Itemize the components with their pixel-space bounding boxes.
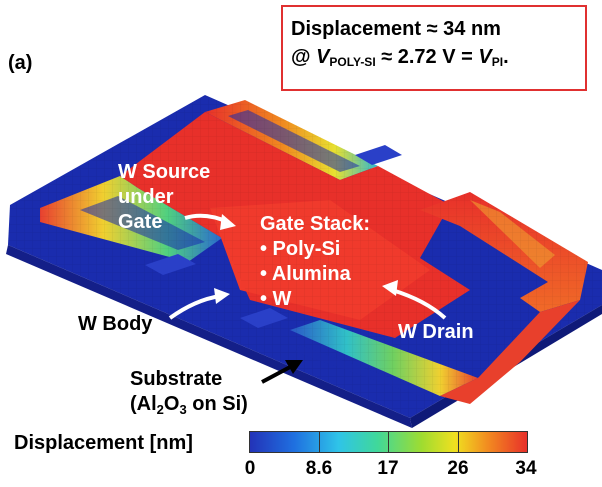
label-w-source: W Source under Gate bbox=[118, 161, 211, 233]
label-substrate: Substrate (Al2O3 on Si) bbox=[130, 368, 248, 417]
info-line-1: Displacement ≈ 34 nm bbox=[291, 18, 501, 40]
arrow-substrate bbox=[261, 364, 293, 384]
colorbar-tick-label: 17 bbox=[377, 458, 399, 479]
gate-stack bbox=[120, 112, 470, 338]
electrode-arm-right bbox=[420, 192, 588, 312]
displacement-info-box: Displacement ≈ 34 nm @ VPOLY-SI ≈ 2.72 V… bbox=[281, 5, 587, 91]
colorbar bbox=[249, 431, 528, 453]
colorbar-tick-label: 8.6 bbox=[305, 458, 333, 479]
panel-label: (a) bbox=[8, 52, 33, 74]
info-line-2: @ VPOLY-SI ≈ 2.72 V = VPI. bbox=[291, 46, 509, 69]
contact-pad bbox=[240, 308, 288, 328]
colorbar-tick-label: 26 bbox=[447, 458, 469, 479]
arrow-head bbox=[285, 360, 303, 374]
label-w-drain: W Drain bbox=[398, 321, 474, 343]
contact-pad bbox=[145, 254, 196, 275]
contact-pad bbox=[355, 145, 402, 165]
colorbar-tick-label: 0 bbox=[244, 458, 256, 479]
colorbar-tick-label: 34 bbox=[515, 458, 537, 479]
arrow-head bbox=[220, 214, 236, 230]
colorbar-tick bbox=[458, 432, 459, 452]
electrode-arm-upper bbox=[205, 100, 378, 180]
colorbar-title: Displacement [nm] bbox=[14, 432, 193, 454]
arrow-w-drain bbox=[391, 288, 447, 320]
colorbar-tick bbox=[388, 432, 389, 452]
electrode-arm-lower bbox=[290, 300, 580, 404]
arrow-head bbox=[382, 280, 398, 296]
label-gate-stack: Gate Stack: • Poly-Si • Alumina • W bbox=[260, 213, 371, 310]
arrow-head bbox=[214, 288, 230, 304]
electrode-arm-left bbox=[40, 176, 222, 262]
colorbar-tick bbox=[319, 432, 320, 452]
label-w-body: W Body bbox=[78, 313, 153, 335]
